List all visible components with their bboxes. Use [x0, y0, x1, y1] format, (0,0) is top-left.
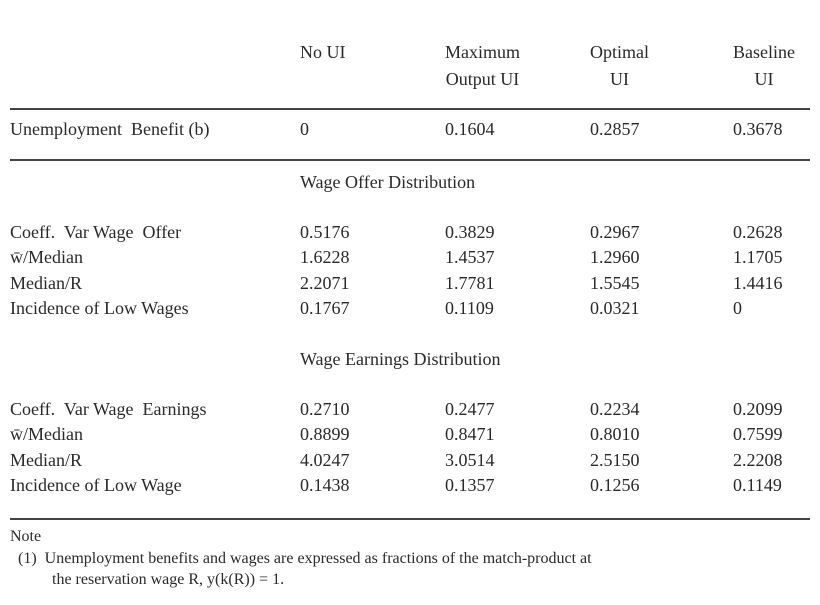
- cell: 4.0247: [300, 449, 350, 470]
- cell: 0.1357: [445, 474, 495, 495]
- cell: 0.5176: [300, 222, 350, 242]
- row-label: Incidence of Low Wages: [10, 297, 189, 318]
- cell: 2.2071: [300, 272, 350, 293]
- cell: 0.8899: [300, 424, 350, 445]
- note-title: Note: [10, 528, 42, 545]
- cell: 0.2710: [300, 399, 350, 419]
- column-header: Maximum Output UI: [445, 39, 520, 93]
- row-label: Median/R: [10, 272, 82, 293]
- header-line: Optimal: [590, 42, 649, 62]
- cell: 0.2234: [590, 399, 640, 419]
- cell: 1.5545: [590, 272, 640, 293]
- cell: 0.0321: [590, 297, 640, 318]
- column-header: Baseline UI: [733, 39, 795, 93]
- cell: 0.1604: [445, 119, 495, 139]
- cell: 2.5150: [590, 449, 640, 470]
- column-header: No UI: [300, 39, 346, 66]
- cell: 0.8010: [590, 424, 640, 445]
- row-label: Median/R: [10, 449, 82, 470]
- row-label: Coeff. Var Wage Earnings: [10, 399, 207, 419]
- cell: 0.2628: [733, 222, 783, 242]
- rule: [10, 108, 810, 110]
- cell: 0.1767: [300, 297, 350, 318]
- note-line: the reservation wage R, y(k(R)) = 1.: [52, 571, 285, 588]
- cell: 0.1109: [445, 297, 494, 318]
- cell: 0.1256: [590, 474, 640, 495]
- cell: 0: [733, 297, 742, 318]
- header-line: UI: [754, 69, 774, 89]
- header-line: No UI: [300, 42, 346, 62]
- note-line: (1) Unemployment benefits and wages are …: [18, 550, 592, 567]
- cell: 1.4416: [733, 272, 783, 293]
- cell: 1.6228: [300, 247, 350, 268]
- header-line: Maximum: [445, 42, 520, 62]
- row-label: Incidence of Low Wage: [10, 474, 182, 495]
- cell: 0: [300, 119, 309, 139]
- cell: 0.1149: [733, 474, 782, 495]
- cell: 0.7599: [733, 424, 783, 445]
- header-line: UI: [610, 69, 629, 89]
- cell: 0.2967: [590, 222, 640, 242]
- cell: 0.2857: [590, 119, 640, 139]
- header-line: Baseline: [733, 42, 795, 62]
- cell: 0.2477: [445, 399, 495, 419]
- cell: 0.1438: [300, 474, 350, 495]
- column-header: Optimal UI: [590, 39, 649, 93]
- cell: 0.3829: [445, 222, 495, 242]
- cell: 2.2208: [733, 449, 783, 470]
- cell: 1.7781: [445, 272, 495, 293]
- section-title: Wage Earnings Distribution: [300, 349, 501, 369]
- rule: [10, 159, 810, 161]
- row-label: Unemployment Benefit (b): [10, 119, 210, 139]
- row-label: w̄/Median: [10, 424, 83, 445]
- cell: 0.2099: [733, 399, 783, 419]
- cell: 0.8471: [445, 424, 495, 445]
- cell: 3.0514: [445, 449, 495, 470]
- section-title: Wage Offer Distribution: [300, 172, 476, 192]
- cell: 1.2960: [590, 247, 640, 268]
- row-label: w̄/Median: [10, 247, 83, 268]
- rule: [10, 518, 810, 520]
- cell: 1.4537: [445, 247, 495, 268]
- header-line: Output UI: [445, 69, 520, 89]
- row-label: Coeff. Var Wage Offer: [10, 222, 182, 242]
- cell: 0.3678: [733, 119, 783, 139]
- cell: 1.1705: [733, 247, 783, 268]
